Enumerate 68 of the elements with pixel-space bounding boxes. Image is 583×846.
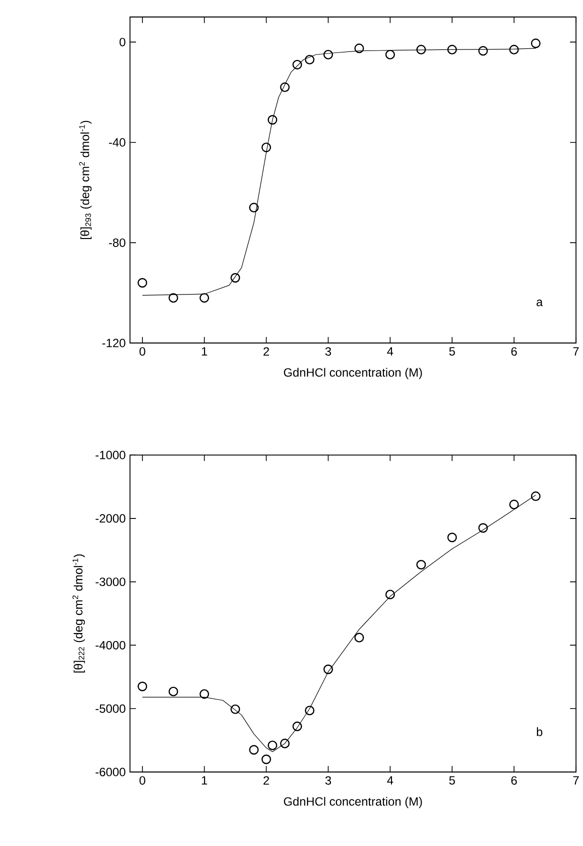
point	[447, 532, 457, 542]
point	[280, 738, 290, 748]
y-tick-label: -4000	[95, 640, 126, 650]
point	[385, 590, 395, 600]
y-axis-title: [θ]$_{293}$ (deg cm$^{2}$ dmol$^{-1}$)	[79, 120, 92, 240]
point	[199, 293, 209, 303]
point	[137, 682, 148, 692]
point	[168, 293, 178, 303]
x-axis-title: GdnHCl concentration (M)	[284, 796, 422, 808]
point	[530, 38, 540, 48]
point	[261, 142, 271, 152]
y-tick-label: -6000	[95, 768, 126, 776]
point	[248, 745, 259, 755]
x-tick-label: 6	[511, 347, 517, 356]
x-tick-label: 1	[202, 347, 207, 356]
x-tick-label: 2	[263, 776, 269, 785]
x-axis-title: GdnHCl concentration (M)	[284, 368, 422, 380]
point	[268, 115, 278, 125]
point	[292, 722, 302, 732]
y-tick-label: -5000	[95, 704, 126, 713]
y-tick-label: -1000	[95, 450, 126, 460]
y-axis-title: [θ]$_{222}$ (deg cm$^{2}$ dmol$^{-1}$)	[72, 554, 85, 673]
point	[509, 500, 519, 510]
x-tick-label: 1	[202, 776, 207, 784]
point	[230, 273, 240, 283]
point	[478, 46, 488, 56]
x-tick-label: 5	[449, 347, 455, 356]
y-tick-label: -80	[108, 238, 126, 247]
point	[447, 44, 457, 54]
point	[323, 664, 333, 674]
x-tick-label: 7	[573, 347, 579, 356]
annotation: b	[536, 727, 542, 736]
x-tick-label: 0	[139, 347, 146, 356]
y-tick-label: -120	[102, 338, 126, 348]
x-tick-label: 5	[449, 776, 455, 785]
y-tick-label: -2000	[95, 514, 126, 523]
annotation: a	[536, 300, 543, 306]
point	[248, 202, 259, 212]
point	[385, 50, 395, 60]
x-tick-label: 3	[325, 347, 331, 356]
point	[304, 706, 314, 716]
point	[530, 491, 540, 502]
point	[416, 560, 426, 570]
point	[416, 44, 426, 54]
x-tick-label: 6	[511, 776, 517, 785]
point	[354, 44, 364, 54]
point	[230, 704, 240, 714]
point	[280, 82, 290, 92]
point	[261, 754, 271, 764]
point	[199, 689, 209, 699]
x-tick-label: 4	[386, 776, 393, 784]
y-tick-label: -40	[108, 138, 126, 147]
x-tick-label: 0	[139, 776, 146, 785]
y-tick-label: -3000	[95, 578, 126, 586]
point	[304, 54, 314, 64]
x-tick-label: 3	[325, 776, 331, 785]
point	[168, 686, 178, 696]
point	[354, 632, 364, 642]
point	[478, 523, 488, 533]
x-tick-label: 2	[263, 347, 269, 356]
point	[323, 50, 333, 60]
x-tick-label: 4	[386, 347, 393, 356]
x-tick-label: 7	[573, 776, 579, 784]
y-tick-label: 0	[119, 38, 126, 46]
point	[268, 740, 278, 750]
point	[509, 44, 519, 54]
point	[292, 60, 302, 70]
point	[137, 278, 148, 288]
